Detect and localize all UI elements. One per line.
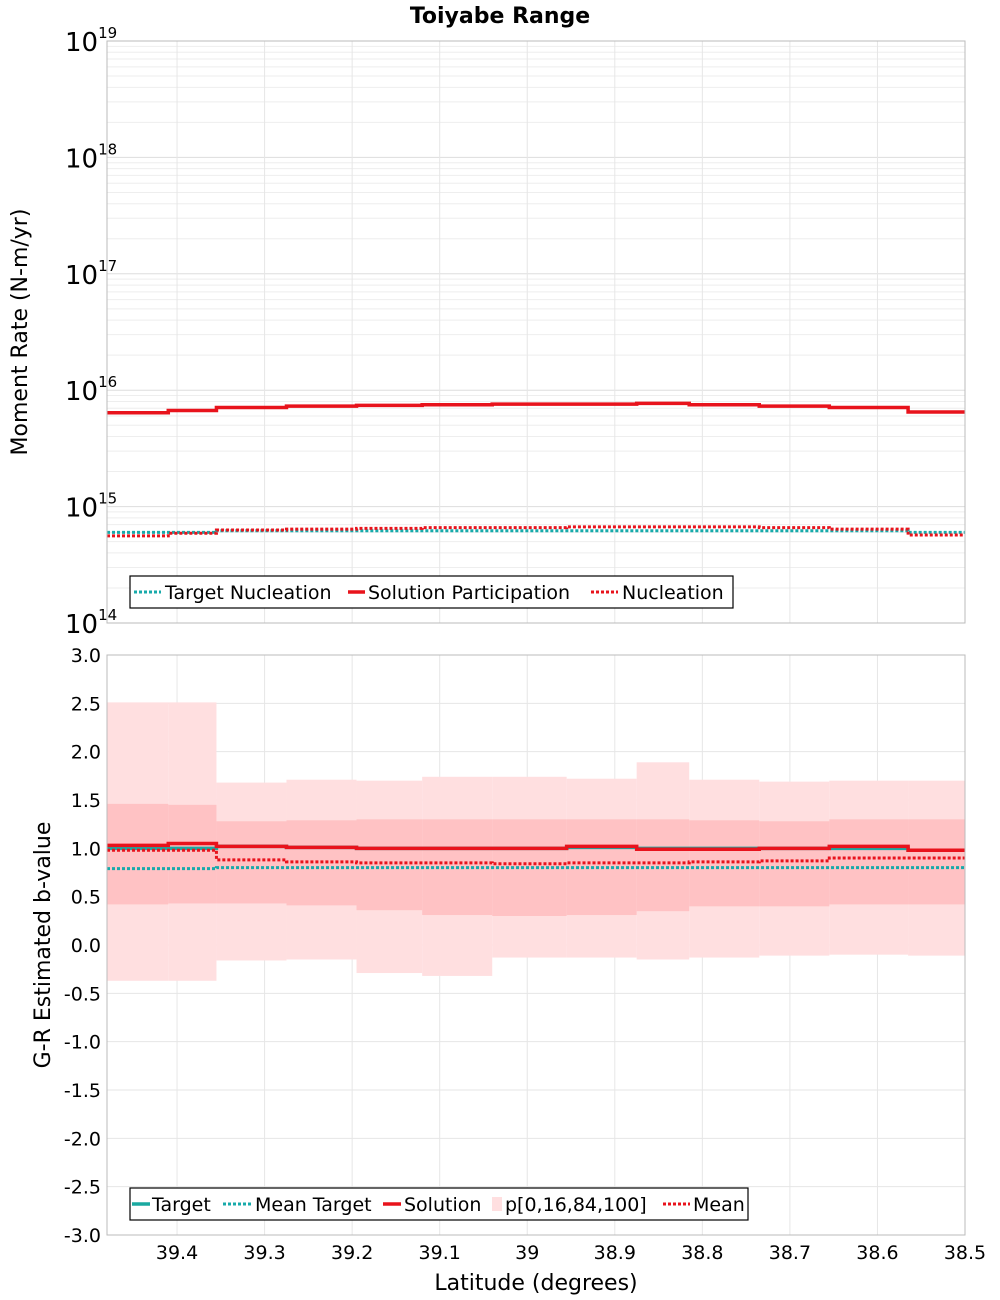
x-tick-label: 39 — [515, 1242, 539, 1264]
series-solution — [107, 841, 965, 853]
x-tick-label: 39.1 — [419, 1242, 461, 1264]
legend-label-solution-participation: Solution Participation — [368, 582, 570, 604]
x-tick-label: 39.2 — [331, 1242, 373, 1264]
bottom-y-tick-label: 2.5 — [71, 693, 101, 715]
top-y-tick-label: 1014 — [65, 606, 117, 640]
legend-swatch-percentiles — [492, 1197, 502, 1211]
bottom-y-tick-label: -2.5 — [64, 1177, 101, 1199]
bottom-y-tick-label: -3.0 — [64, 1225, 101, 1247]
top-y-tick-labels: 1014 1015 1016 1017 1018 1019 — [65, 24, 117, 640]
bottom-y-tick-label: 1.5 — [71, 790, 101, 812]
series-mean-target — [107, 866, 965, 871]
bottom-y-axis-label: G-R Estimated b-value — [31, 822, 56, 1069]
x-tick-label: 38.5 — [944, 1242, 986, 1264]
band-p16-p84-bin — [829, 819, 909, 905]
top-y-tick-label: 1019 — [65, 24, 117, 58]
legend-label-solution: Solution — [404, 1194, 481, 1216]
top-y-tick-label: 1016 — [65, 373, 117, 407]
top-y-tick-label: 1017 — [65, 257, 117, 291]
band-p16-p84-bin — [759, 821, 830, 907]
top-plot-frame — [107, 41, 965, 623]
band-p16-p84-bin — [492, 819, 567, 916]
legend-label-nucleation: Nucleation — [622, 582, 724, 604]
band-p16-p84-bin — [356, 819, 423, 911]
bottom-y-tick-label: -0.5 — [64, 983, 101, 1005]
legend-label-target: Target — [151, 1194, 211, 1216]
bottom-y-tick-label: 0.0 — [71, 935, 101, 957]
legend-label-percentiles: p[0,16,84,100] — [505, 1194, 647, 1216]
x-tick-label: 38.9 — [594, 1242, 636, 1264]
bottom-y-tick-label: -1.0 — [64, 1032, 101, 1054]
top-y-tick-label: 1015 — [65, 490, 117, 524]
legend-label-target-nucleation: Target Nucleation — [164, 582, 332, 604]
series-nucleation — [107, 525, 965, 538]
legend-label-mean-target: Mean Target — [255, 1194, 372, 1216]
bottom-y-tick-label: 1.0 — [71, 838, 101, 860]
bottom-y-tick-label: 0.5 — [71, 887, 101, 909]
band-p16-p84-bin — [107, 803, 169, 905]
bottom-y-tick-label: 3.0 — [71, 645, 101, 667]
band-p16-p84-bin — [908, 819, 965, 905]
x-tick-label: 38.6 — [856, 1242, 898, 1264]
top-y-axis-label: Moment Rate (N-m/yr) — [8, 209, 33, 456]
bottom-y-tick-label: 2.0 — [71, 742, 101, 764]
bottom-series-group — [107, 841, 965, 871]
x-tick-label: 38.8 — [681, 1242, 723, 1264]
band-p16-p84-bin — [168, 804, 217, 904]
top-legend: Target Nucleation Solution Participation… — [129, 575, 734, 609]
chart-title: Toiyabe Range — [410, 4, 590, 29]
top-series-group — [107, 401, 965, 538]
series-mean — [107, 848, 965, 866]
band-p16-p84-bin — [636, 819, 690, 912]
x-tick-label: 38.7 — [769, 1242, 811, 1264]
x-tick-label: 39.3 — [243, 1242, 285, 1264]
series-target-nucleation — [107, 529, 965, 534]
bottom-plot-border — [106, 654, 966, 1236]
top-legend-box — [129, 575, 734, 609]
x-tick-labels: 39.4 39.3 39.2 39.1 39 38.9 38.8 38.7 38.6 38.5 — [156, 1242, 986, 1264]
series-solution-participation — [107, 401, 965, 415]
x-tick-label: 39.4 — [156, 1242, 198, 1264]
top-gridlines — [107, 41, 966, 624]
bottom-y-tick-label: -1.5 — [64, 1080, 101, 1102]
x-axis-label: Latitude (degrees) — [434, 1271, 637, 1296]
top-plot-border — [106, 40, 966, 624]
bottom-y-tick-labels: 3.0 2.5 2.0 1.5 1.0 0.5 0.0 -0.5 -1.0 -1.5 -2.0 -2.… — [64, 645, 101, 1247]
top-y-tick-label: 1018 — [65, 140, 117, 174]
moment-rate-panel: 1014 1015 1016 1017 1018 1019 Moment Rate (N-… — [8, 24, 966, 640]
bottom-y-tick-label: -2.0 — [64, 1128, 101, 1150]
legend-label-mean: Mean — [693, 1194, 745, 1216]
band-p16-p84-bin — [216, 821, 287, 904]
b-value-panel: 3.0 2.5 2.0 1.5 1.0 0.5 0.0 -0.5 -1.0 -1.5 -2.0 -2.… — [31, 645, 986, 1296]
bottom-legend: Target Mean Target Solution p[0,16,84,10… — [129, 1187, 749, 1221]
